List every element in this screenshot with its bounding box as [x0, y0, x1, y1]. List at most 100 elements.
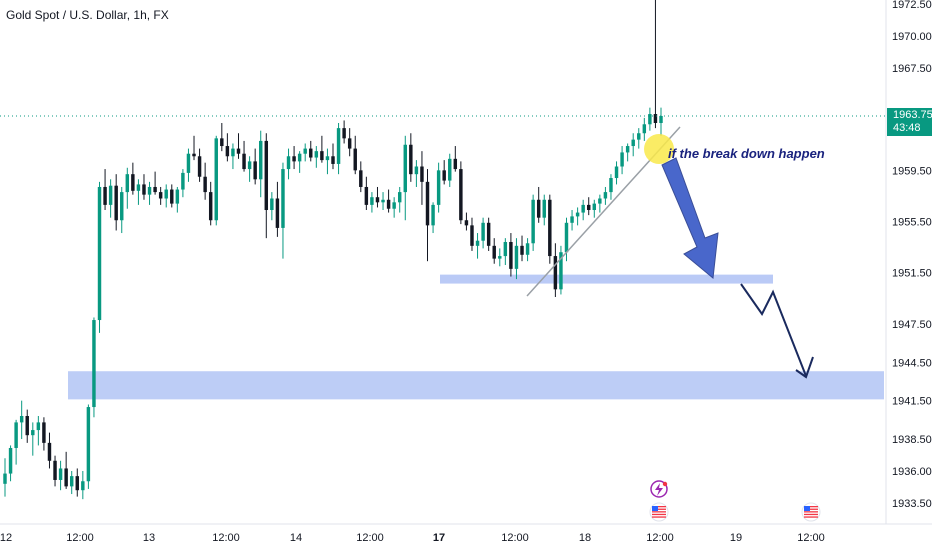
candle [542, 194, 546, 226]
candle [286, 148, 291, 180]
candle-body [86, 407, 91, 482]
candle-body [364, 186, 369, 205]
us-flag-stripe [804, 511, 818, 513]
breakdown-arrow [661, 157, 719, 279]
candle [514, 238, 519, 280]
price-tick-label: 1947.50 [892, 319, 932, 331]
time-tick-label: 14 [290, 532, 302, 544]
candle [509, 233, 513, 277]
candle [587, 197, 591, 216]
candle-body [242, 153, 246, 170]
candle-body [36, 422, 41, 431]
candle-body [264, 140, 269, 211]
candle-body [331, 156, 335, 164]
us-flag-stripe [804, 516, 818, 518]
candle [342, 120, 346, 144]
candle [203, 162, 207, 200]
candle-body [359, 170, 363, 187]
resistance-band [440, 274, 773, 284]
candle-body [247, 161, 252, 170]
candle [225, 133, 230, 162]
candle-body [642, 124, 647, 134]
us-flag-stripe [652, 513, 666, 516]
candle-body [320, 151, 324, 161]
candle [481, 217, 485, 249]
candle-body [403, 144, 407, 193]
price-tick-label: 1967.50 [892, 63, 932, 75]
candle-body [309, 148, 313, 158]
candle-body [214, 138, 218, 221]
price-tick-label: 1955.50 [892, 217, 932, 229]
breakdown-highlight [644, 134, 674, 164]
candle-body [236, 148, 241, 154]
candle [470, 217, 474, 251]
candle [303, 143, 307, 162]
candle-body [436, 170, 441, 205]
price-tick-label: 1944.50 [892, 357, 932, 369]
candle [620, 146, 624, 175]
candle [392, 197, 396, 218]
candle [114, 174, 118, 231]
candle-body [514, 245, 519, 269]
candle-body [170, 189, 174, 204]
candle [503, 238, 508, 266]
candle-body [653, 114, 658, 124]
candle-body [42, 422, 46, 443]
candle [270, 192, 274, 221]
candle [103, 169, 107, 211]
bar-countdown: 43:48 [893, 122, 921, 134]
candle-body [548, 199, 552, 257]
candle-body [570, 216, 574, 223]
candle [442, 160, 446, 185]
candle [53, 455, 57, 487]
candle-body [147, 186, 152, 195]
candle [520, 235, 524, 262]
candle-body [486, 222, 491, 246]
candle [147, 181, 152, 205]
time-tick-label: 12:00 [501, 532, 529, 544]
candle-body [381, 199, 385, 203]
candle-body [153, 186, 157, 193]
us-flag-icon [801, 502, 821, 522]
candle [559, 245, 563, 295]
candle [403, 135, 407, 221]
time-tick-label: 12:00 [797, 532, 825, 544]
candle-body [542, 199, 546, 218]
candle [31, 422, 35, 456]
candle [69, 471, 74, 495]
candle [659, 107, 663, 136]
candle-body [492, 245, 496, 259]
price-tick-label: 1959.50 [892, 165, 932, 177]
time-tick-label: 19 [730, 532, 742, 544]
candle [47, 432, 52, 469]
candle-body [92, 320, 96, 408]
candle-body [142, 184, 146, 195]
candle-body [286, 156, 291, 170]
candle [320, 135, 324, 163]
candle-body [453, 158, 458, 170]
candle [353, 135, 357, 175]
candle-body [297, 153, 302, 162]
candle-body [31, 430, 35, 436]
zone-layer [68, 274, 884, 400]
time-tick-label: 12:00 [212, 532, 240, 544]
candle [197, 148, 202, 182]
candle-body [131, 174, 135, 191]
candle-body [536, 199, 541, 218]
candle-body [431, 204, 435, 226]
candle-body [342, 128, 346, 139]
candle-body [659, 115, 663, 124]
candle [336, 123, 341, 175]
candle-body [614, 166, 619, 179]
candle [3, 458, 7, 497]
candle-body [392, 202, 396, 209]
candle [64, 451, 68, 489]
candle-body [503, 241, 508, 257]
candle [614, 161, 619, 185]
candle [281, 162, 285, 259]
candle-body [481, 222, 485, 241]
candle-body [19, 415, 24, 423]
candle-body [592, 203, 597, 211]
candle-body [270, 198, 274, 211]
